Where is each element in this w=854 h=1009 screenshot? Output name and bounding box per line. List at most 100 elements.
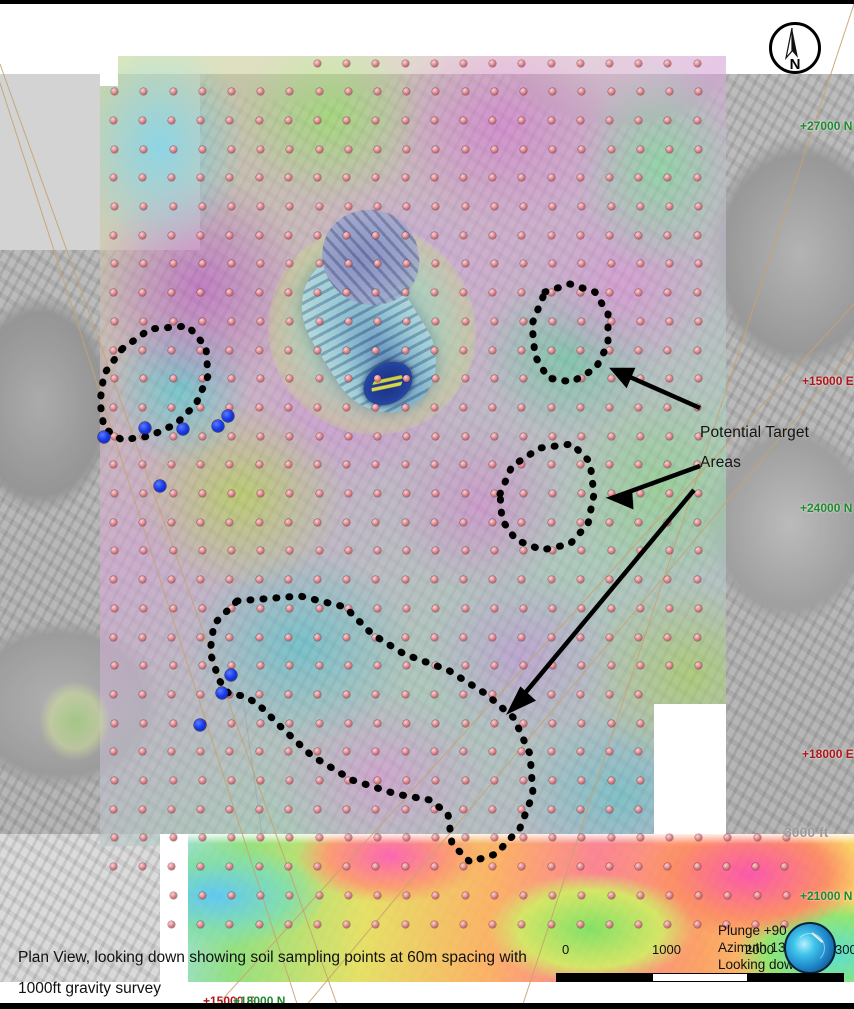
soil-sample-point (111, 145, 119, 153)
soil-sample-point (373, 432, 381, 440)
soil-sample-point (693, 863, 701, 871)
soil-sample-point (695, 260, 703, 268)
soil-sample-point (372, 518, 380, 526)
soil-sample-point (109, 403, 117, 411)
soil-sample-point (284, 576, 292, 584)
scale-tick-0: 0 (562, 942, 570, 957)
soil-sample-point (167, 805, 175, 813)
soil-sample-point (286, 891, 294, 899)
figure-caption: Plan View, looking down showing soil sam… (18, 942, 527, 1003)
soil-sample-point (432, 432, 440, 440)
soil-sample-point (226, 461, 234, 469)
soil-sample-point (257, 260, 265, 268)
soil-sample-point (198, 203, 206, 210)
soil-sample-point (167, 576, 175, 584)
soil-sample-point (459, 576, 467, 584)
soil-sample-point (722, 863, 730, 871)
soil-sample-point (169, 203, 177, 210)
soil-sample-point (109, 633, 117, 641)
soil-sample-point (403, 432, 411, 440)
soil-sample-point (547, 576, 555, 584)
soil-sample-point (578, 260, 586, 268)
soil-sample-point (432, 490, 440, 497)
soil-sample-point (403, 891, 411, 899)
soil-sample-point (636, 88, 644, 96)
soil-sample-point (430, 346, 438, 354)
soil-sample-point (109, 690, 117, 698)
soil-sample-point (461, 432, 469, 440)
soil-sample-point (313, 518, 321, 526)
soil-sample-point (607, 719, 615, 727)
soil-sample-point (518, 920, 526, 928)
soil-sample-point (140, 547, 148, 555)
soil-sample-point (605, 231, 613, 239)
soil-sample-point (576, 174, 584, 182)
soil-sample-point (197, 461, 205, 469)
soil-sample-point (169, 88, 177, 96)
soil-sample-point (197, 748, 205, 756)
soil-sample-point (664, 174, 672, 182)
soil-sample-point (430, 863, 438, 871)
soil-sample-point (257, 203, 265, 210)
soil-sample-point (286, 719, 294, 727)
highlighted-sample-point (98, 431, 110, 443)
soil-sample-point (169, 317, 177, 325)
soil-sample-point (197, 518, 205, 526)
soil-sample-point (432, 317, 440, 325)
soil-sample-point (315, 88, 323, 96)
soil-sample-point (635, 174, 643, 182)
soil-sample-point (111, 604, 119, 612)
soil-sample-point (344, 317, 352, 325)
soil-sample-point (459, 920, 467, 928)
soil-sample-point (373, 777, 381, 784)
soil-sample-point (549, 891, 557, 899)
soil-sample-point (489, 174, 497, 182)
soil-sample-point (315, 260, 323, 268)
soil-sample-point (140, 777, 148, 784)
soil-sample-point (576, 576, 584, 584)
soil-sample-point (547, 633, 555, 641)
soil-sample-point (490, 203, 498, 210)
coordinate-label-18000e: +18000 E (802, 747, 854, 761)
soil-sample-point (665, 88, 673, 96)
soil-sample-point (461, 662, 469, 670)
soil-sample-point (138, 576, 146, 584)
soil-sample-point (257, 891, 265, 899)
soil-sample-point (286, 317, 294, 325)
north-arrow-compass: N (769, 22, 821, 80)
soil-sample-point (344, 88, 352, 96)
soil-sample-point (140, 719, 148, 727)
soil-sample-point (343, 461, 351, 469)
soil-sample-point (664, 518, 672, 526)
soil-sample-point (169, 662, 177, 670)
soil-sample-point (255, 748, 263, 756)
soil-sample-point (459, 231, 467, 239)
soil-sample-point (693, 576, 701, 584)
soil-sample-point (109, 748, 117, 756)
soil-sample-point (138, 863, 146, 871)
soil-sample-point (430, 403, 438, 411)
soil-sample-point (138, 346, 146, 354)
soil-sample-point (343, 403, 351, 411)
soil-sample-point (197, 346, 205, 354)
soil-sample-point (344, 260, 352, 268)
soil-sample-point (257, 490, 265, 497)
soil-sample-point (169, 891, 177, 899)
soil-sample-point (140, 490, 148, 497)
soil-sample-point (722, 920, 730, 928)
soil-sample-point (605, 461, 613, 469)
soil-sample-point (693, 231, 701, 239)
soil-sample-point (607, 260, 615, 268)
orientation-info-block: Plunge +90 Azimuth 135 Looking down (718, 922, 801, 973)
soil-sample-point (636, 834, 644, 842)
soil-sample-point (576, 289, 584, 297)
soil-sample-point (665, 145, 673, 153)
soil-sample-point (753, 891, 761, 899)
soil-sample-point (489, 633, 497, 641)
soil-sample-point (518, 289, 526, 297)
soil-sample-point (111, 662, 119, 670)
soil-sample-point (372, 920, 380, 928)
soil-sample-point (549, 260, 557, 268)
soil-sample-point (605, 576, 613, 584)
